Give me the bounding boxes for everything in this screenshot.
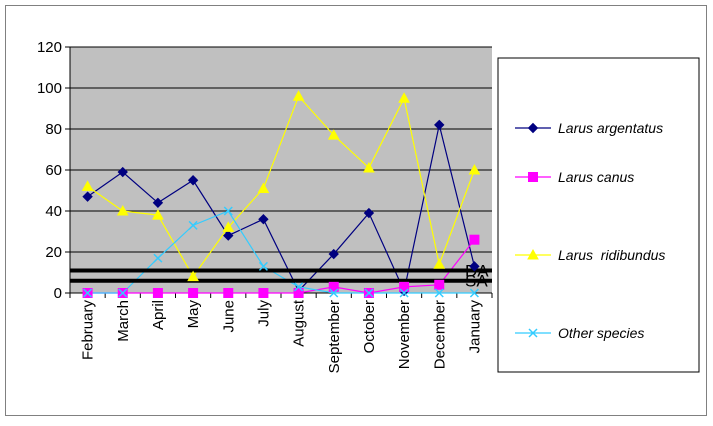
data-point-s0-11 [469, 261, 480, 272]
data-point-s0-8 [363, 207, 375, 219]
data-point-s3-8 [364, 288, 374, 298]
data-point-s2-8 [363, 161, 375, 173]
data-point-s0-1 [117, 166, 128, 178]
data-point-s1-3 [188, 288, 199, 298]
reference-label: SA [465, 272, 488, 291]
legend-marker-0 [527, 122, 539, 134]
data-point-s1-10 [434, 279, 445, 290]
data-point-s3-1 [118, 288, 128, 298]
data-point-s2-3 [187, 270, 199, 282]
legend-box [497, 57, 700, 373]
data-point-s1-5 [258, 288, 269, 298]
data-point-s3-3 [188, 220, 198, 230]
y-tick-label: 80 [45, 121, 62, 138]
series-line-2 [87, 95, 475, 278]
data-point-s3-6 [294, 282, 304, 292]
y-tick-label: 60 [45, 162, 62, 179]
data-point-s1-7 [328, 281, 339, 292]
data-point-s3-11 [469, 288, 479, 298]
y-tick-label: 100 [37, 80, 62, 97]
data-point-s1-2 [152, 288, 163, 298]
data-point-s0-10 [434, 119, 445, 131]
series-line-1 [87, 239, 475, 294]
data-point-s3-7 [329, 288, 339, 298]
data-point-s3-10 [434, 288, 444, 298]
legend-marker-1 [528, 172, 538, 182]
data-point-s3-4 [223, 206, 233, 216]
series-line-3 [87, 210, 475, 294]
series-line-0 [87, 124, 475, 293]
x-tick-label: September [326, 300, 343, 373]
x-tick-label: July [255, 300, 272, 327]
data-point-s0-0 [82, 191, 93, 202]
y-tick-label: 40 [45, 203, 62, 220]
data-point-s0-5 [258, 213, 269, 225]
x-tick-label: December [431, 300, 448, 369]
y-tick-label: 120 [37, 39, 62, 56]
legend-marker-3 [528, 328, 538, 338]
x-tick-label: May [185, 300, 202, 329]
data-point-s2-1 [116, 204, 129, 216]
data-point-s2-10 [433, 258, 446, 269]
plot-area: 0 20 40 60 80 100 120 February March April May June… [37, 39, 493, 373]
data-point-s2-6 [292, 90, 305, 101]
data-point-s2-11 [468, 163, 481, 175]
legend-marker-2 [527, 248, 539, 260]
legend-label: Larus argentatus [558, 120, 663, 136]
legend: Larus argentatus Larus canus Larus ridibun… [497, 57, 700, 373]
x-tick-label: October [361, 300, 378, 353]
legend-label: Other species [558, 325, 644, 341]
data-point-s0-2 [152, 197, 164, 209]
data-point-s2-0 [81, 180, 94, 191]
y-tick-label: 20 [45, 244, 62, 261]
data-point-s2-2 [152, 209, 164, 220]
data-point-s0-7 [328, 248, 339, 260]
legend-label: Larus ridibundus [558, 247, 665, 263]
y-tick-label: 0 [54, 285, 62, 302]
x-tick-label: August [291, 299, 308, 347]
data-point-s1-6 [293, 288, 304, 298]
data-point-s1-11 [469, 234, 480, 245]
data-point-s2-9 [398, 92, 410, 103]
data-point-s3-2 [153, 253, 163, 263]
data-point-s2-5 [257, 182, 270, 193]
data-point-s3-0 [83, 288, 93, 298]
legend-label: Larus canus [558, 169, 634, 185]
data-point-s3-9 [399, 288, 409, 298]
data-point-s0-3 [187, 175, 199, 186]
x-tick-label: April [150, 300, 167, 330]
x-tick-label: February [80, 300, 97, 361]
data-point-s0-4 [223, 230, 234, 241]
x-tick-label: January [466, 300, 483, 354]
data-point-s3-5 [258, 261, 268, 271]
x-tick-label: June [220, 300, 237, 333]
data-point-s2-7 [327, 129, 340, 140]
data-point-s2-4 [222, 221, 235, 232]
data-point-s1-9 [399, 281, 410, 292]
x-tick-label: March [115, 300, 132, 342]
x-tick-label: November [396, 300, 413, 369]
data-point-s1-4 [223, 288, 234, 298]
